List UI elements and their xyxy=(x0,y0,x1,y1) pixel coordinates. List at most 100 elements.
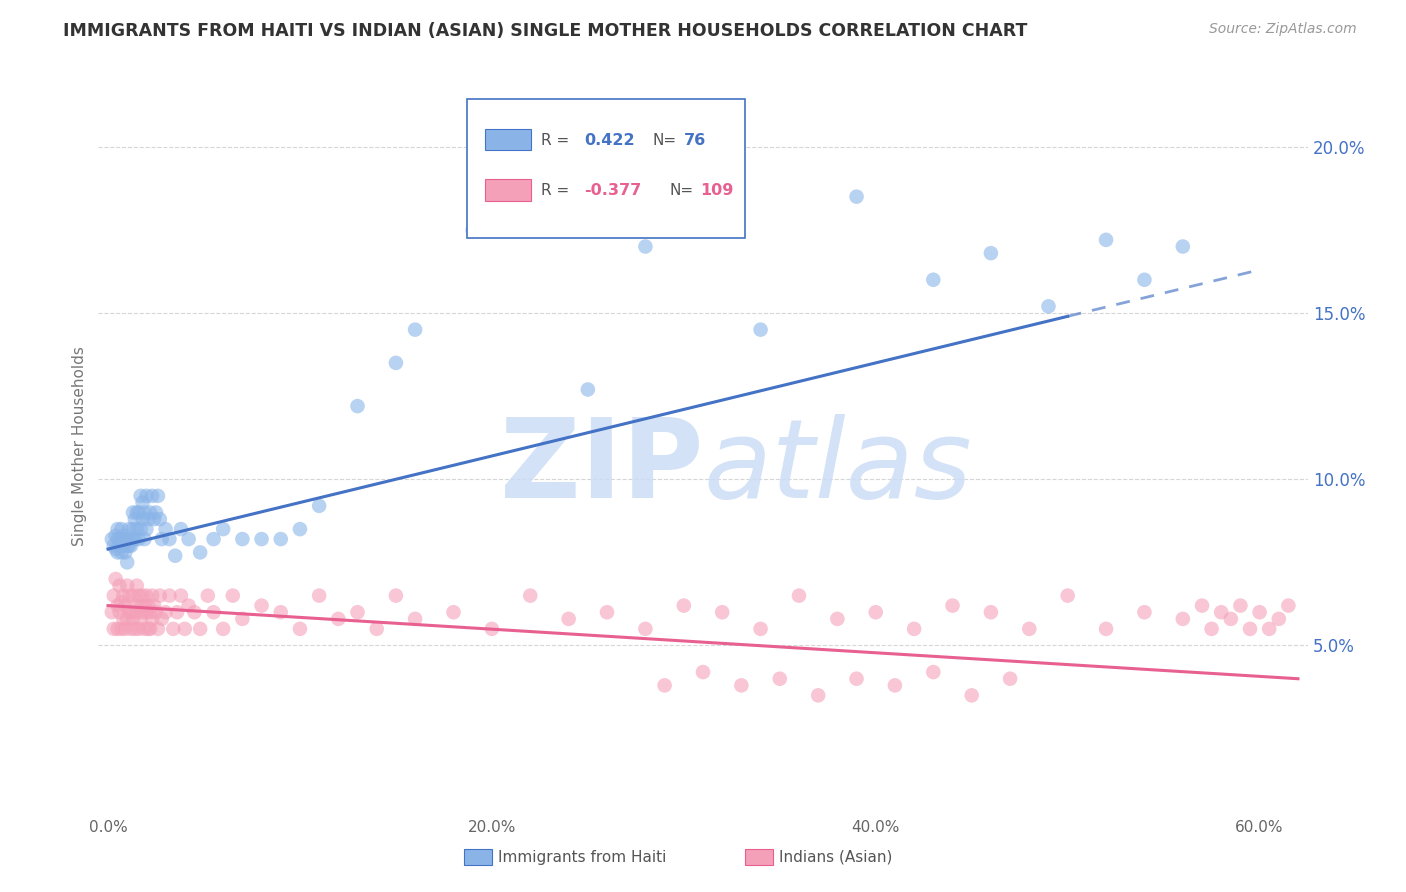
Point xyxy=(104,572,127,586)
Point xyxy=(231,612,253,626)
Point xyxy=(120,532,142,546)
Point xyxy=(135,605,157,619)
Point xyxy=(159,589,181,603)
Point xyxy=(960,689,983,703)
Point xyxy=(980,605,1002,619)
Point xyxy=(139,605,162,619)
Point xyxy=(270,532,292,546)
Point xyxy=(125,605,148,619)
Point xyxy=(884,678,907,692)
Point xyxy=(270,605,292,619)
Point xyxy=(118,589,141,603)
Point xyxy=(250,532,273,546)
Point xyxy=(114,545,136,559)
Point xyxy=(1038,299,1060,313)
Point xyxy=(1277,599,1299,613)
Point xyxy=(1095,233,1118,247)
Point xyxy=(1258,622,1281,636)
Point xyxy=(197,589,219,603)
Point xyxy=(183,605,205,619)
Point xyxy=(145,506,167,520)
Point xyxy=(103,589,125,603)
Point xyxy=(135,589,157,603)
Point xyxy=(145,605,167,619)
Point xyxy=(1191,599,1213,613)
Point xyxy=(129,599,152,613)
Text: R =: R = xyxy=(541,183,569,198)
Point xyxy=(231,532,253,546)
Point xyxy=(692,665,714,679)
Point xyxy=(115,539,138,553)
Point xyxy=(120,622,142,636)
Point xyxy=(188,622,211,636)
Point xyxy=(136,512,159,526)
Point xyxy=(131,512,153,526)
Point xyxy=(134,599,156,613)
Point xyxy=(1268,612,1291,626)
Point xyxy=(1171,239,1194,253)
Point xyxy=(115,612,138,626)
Point xyxy=(288,522,311,536)
Point xyxy=(134,506,156,520)
Point xyxy=(166,605,188,619)
Point xyxy=(114,532,136,546)
Point xyxy=(141,612,163,626)
Point xyxy=(131,589,153,603)
Point xyxy=(165,549,187,563)
Point xyxy=(998,672,1021,686)
Point xyxy=(1171,612,1194,626)
Point xyxy=(128,532,150,546)
Point xyxy=(118,539,141,553)
Point xyxy=(250,599,273,613)
Text: 109: 109 xyxy=(700,183,734,198)
Text: -0.377: -0.377 xyxy=(585,183,641,198)
Y-axis label: Single Mother Households: Single Mother Households xyxy=(72,346,87,546)
Point xyxy=(114,622,136,636)
Point xyxy=(222,589,245,603)
Point xyxy=(141,489,163,503)
Point xyxy=(112,529,135,543)
Point xyxy=(749,323,772,337)
Point xyxy=(576,383,599,397)
Point xyxy=(519,589,541,603)
Point xyxy=(173,622,195,636)
Point xyxy=(149,512,172,526)
Point xyxy=(845,672,868,686)
Point xyxy=(122,532,145,546)
Point xyxy=(125,506,148,520)
Point xyxy=(903,622,925,636)
Point xyxy=(141,589,163,603)
Point xyxy=(128,589,150,603)
Point xyxy=(155,605,177,619)
Point xyxy=(1018,622,1040,636)
Point xyxy=(149,589,172,603)
Point xyxy=(1249,605,1271,619)
Point xyxy=(115,532,138,546)
Point xyxy=(922,273,945,287)
Point xyxy=(443,605,465,619)
Point xyxy=(122,589,145,603)
Text: ZIP: ZIP xyxy=(499,415,703,522)
Point xyxy=(146,489,169,503)
Text: N=: N= xyxy=(652,133,676,148)
Point xyxy=(1095,622,1118,636)
Point xyxy=(112,612,135,626)
Point xyxy=(177,599,200,613)
Point xyxy=(212,622,235,636)
Point xyxy=(101,605,124,619)
Point xyxy=(115,555,138,569)
Point xyxy=(118,522,141,536)
Point xyxy=(107,622,129,636)
Point xyxy=(711,605,734,619)
Text: Indians (Asian): Indians (Asian) xyxy=(779,850,893,864)
Text: 0.422: 0.422 xyxy=(585,133,636,148)
Point xyxy=(104,529,127,543)
Point xyxy=(110,595,132,609)
Point xyxy=(308,589,330,603)
Point xyxy=(146,622,169,636)
Point xyxy=(980,246,1002,260)
Point xyxy=(202,532,225,546)
Point xyxy=(162,622,184,636)
Point xyxy=(1133,273,1156,287)
Point xyxy=(136,599,159,613)
